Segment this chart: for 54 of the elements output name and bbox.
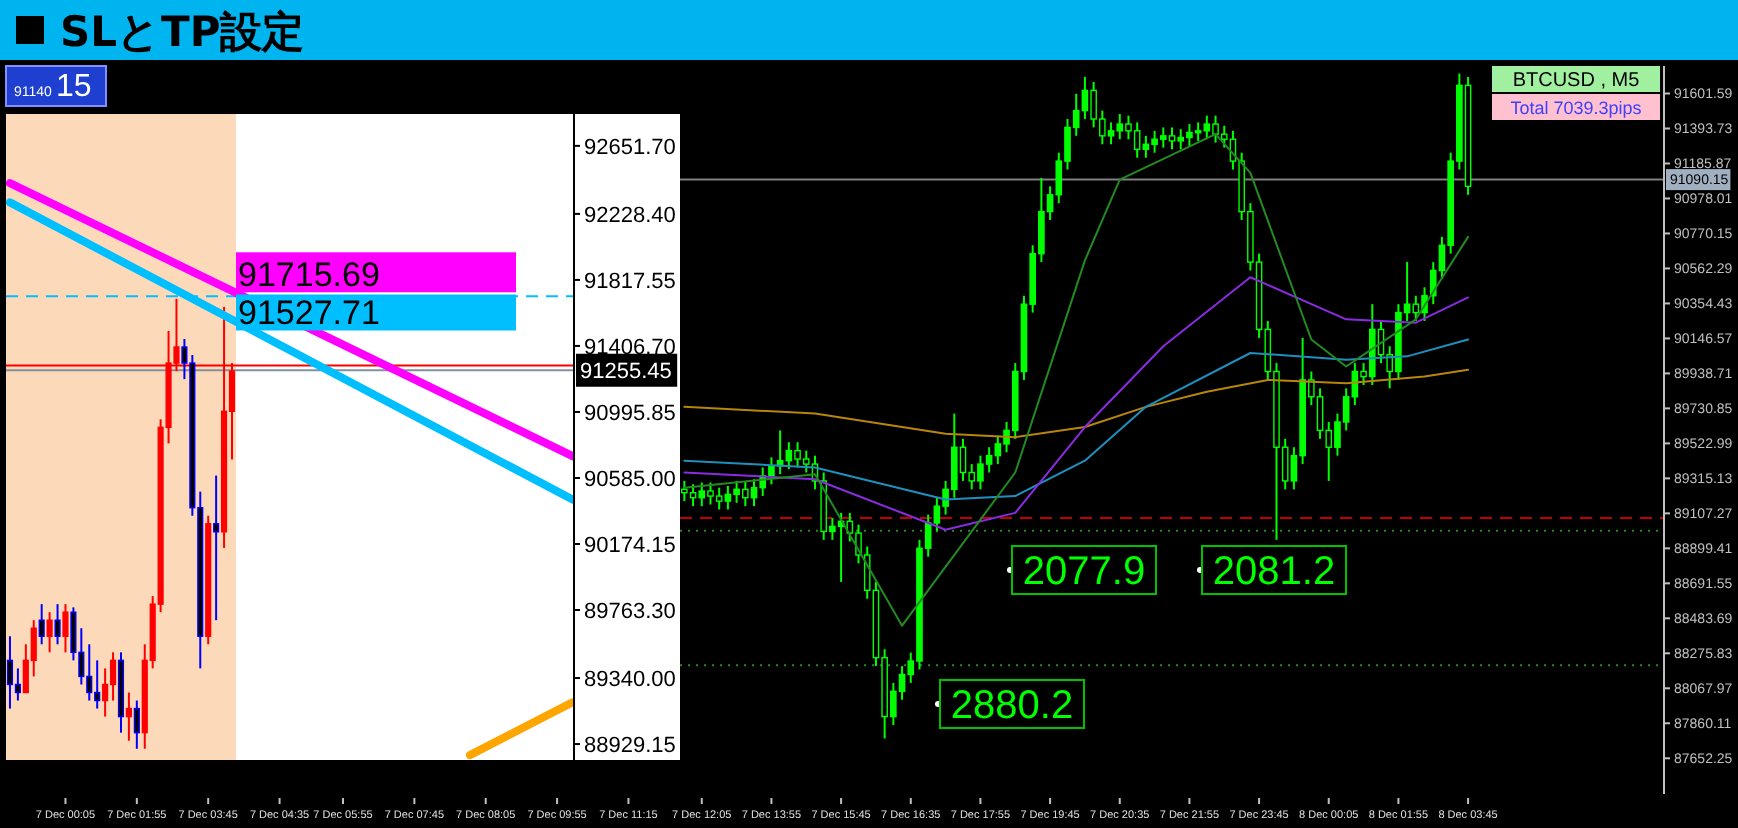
chart-title: SLとTP設定: [60, 8, 305, 56]
candlestick: [1368, 303, 1376, 386]
y-tick-label: 90174.15: [584, 533, 676, 558]
candlestick: [950, 412, 958, 499]
candlestick: [62, 603, 69, 654]
candlestick: [994, 434, 1002, 466]
line-series: [683, 368, 1470, 439]
candlestick: [6, 635, 14, 710]
annotation: 2880.2: [950, 684, 1074, 729]
annotation: 91527.71: [238, 294, 380, 333]
candlestick: [133, 699, 140, 750]
candlestick: [1316, 387, 1324, 440]
candlestick: [1159, 126, 1167, 149]
y-tick-label: 88929.15: [584, 733, 676, 758]
y-tick-label: 89340.00: [584, 667, 676, 692]
candlestick: [213, 474, 220, 622]
candlestick: [86, 643, 93, 702]
candlestick: [724, 484, 732, 511]
y-tick-label: 90995.85: [584, 401, 676, 426]
candlestick: [125, 691, 132, 742]
candlestick: [1412, 294, 1420, 323]
candlestick: [38, 603, 45, 646]
candlestick: [1107, 121, 1115, 146]
y-tick-label: 90585.00: [584, 467, 676, 492]
candlestick: [54, 603, 61, 646]
candlestick: [94, 659, 101, 710]
annotation: Total 7039.3pips: [1510, 98, 1643, 118]
candlestick: [715, 486, 723, 511]
y-tick-label: 91817.55: [584, 269, 676, 294]
text: 15: [56, 70, 92, 104]
candlestick: [1133, 121, 1141, 159]
candlestick: [1116, 112, 1124, 141]
candlestick: [1203, 114, 1211, 141]
candlestick: [46, 611, 53, 654]
annotation: 91715.69: [238, 256, 380, 295]
ref-line-label: 91255.45: [580, 359, 672, 384]
candlestick: [102, 667, 109, 718]
annotation: BTCUSD , M5: [1512, 70, 1641, 92]
y-tick-label: 91406.70: [584, 335, 676, 360]
candlestick: [681, 479, 688, 503]
candlestick: [985, 446, 993, 474]
line-series: [683, 276, 1470, 531]
candlestick: [1194, 121, 1202, 142]
annotation: 2081.2: [1212, 550, 1336, 595]
candlestick: [698, 481, 706, 508]
candlestick: [14, 667, 21, 702]
y-tick-label: 92651.70: [584, 135, 676, 160]
candlestick: [1177, 128, 1185, 151]
candlestick: [802, 449, 810, 474]
annotation: 2077.9: [1022, 550, 1146, 595]
y-tick-label: 89763.30: [584, 599, 676, 624]
y-tick-label: 92228.40: [584, 203, 676, 228]
candlestick: [1168, 126, 1176, 151]
candlestick: [109, 651, 117, 702]
